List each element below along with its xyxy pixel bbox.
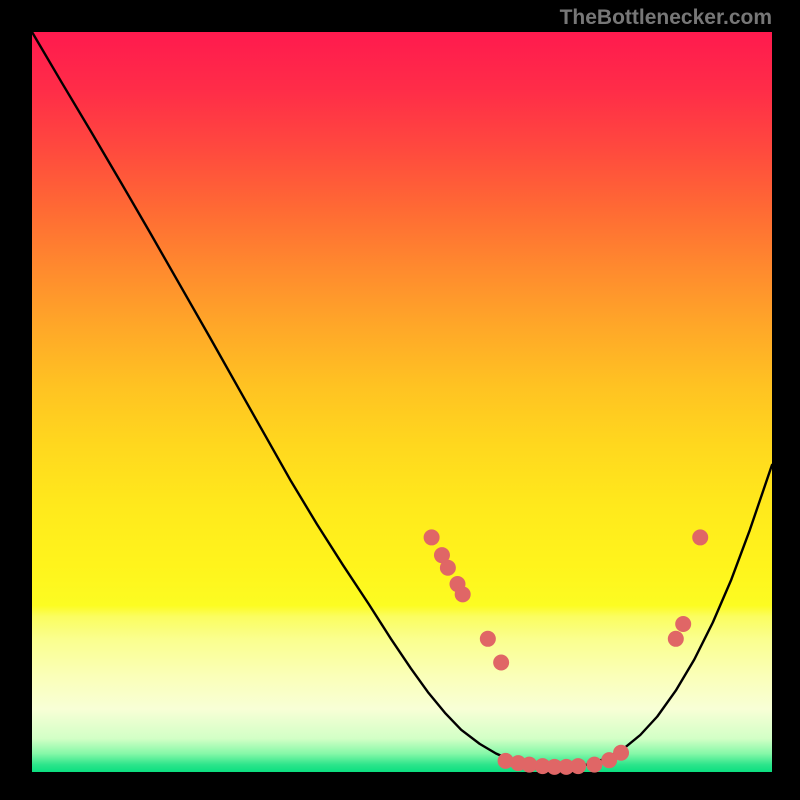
stage: TheBottlenecker.com (0, 0, 800, 800)
marker-dot (493, 654, 509, 670)
curve-markers (424, 529, 709, 774)
marker-dot (455, 586, 471, 602)
chart-overlay (32, 32, 772, 772)
marker-dot (668, 631, 684, 647)
marker-dot (440, 560, 456, 576)
marker-dot (613, 745, 629, 761)
marker-dot (480, 631, 496, 647)
marker-dot (586, 757, 602, 773)
marker-dot (692, 529, 708, 545)
watermark-text: TheBottlenecker.com (560, 6, 772, 30)
bottleneck-curve (32, 32, 772, 768)
marker-dot (675, 616, 691, 632)
plot-area (32, 32, 772, 772)
marker-dot (424, 529, 440, 545)
marker-dot (570, 758, 586, 774)
